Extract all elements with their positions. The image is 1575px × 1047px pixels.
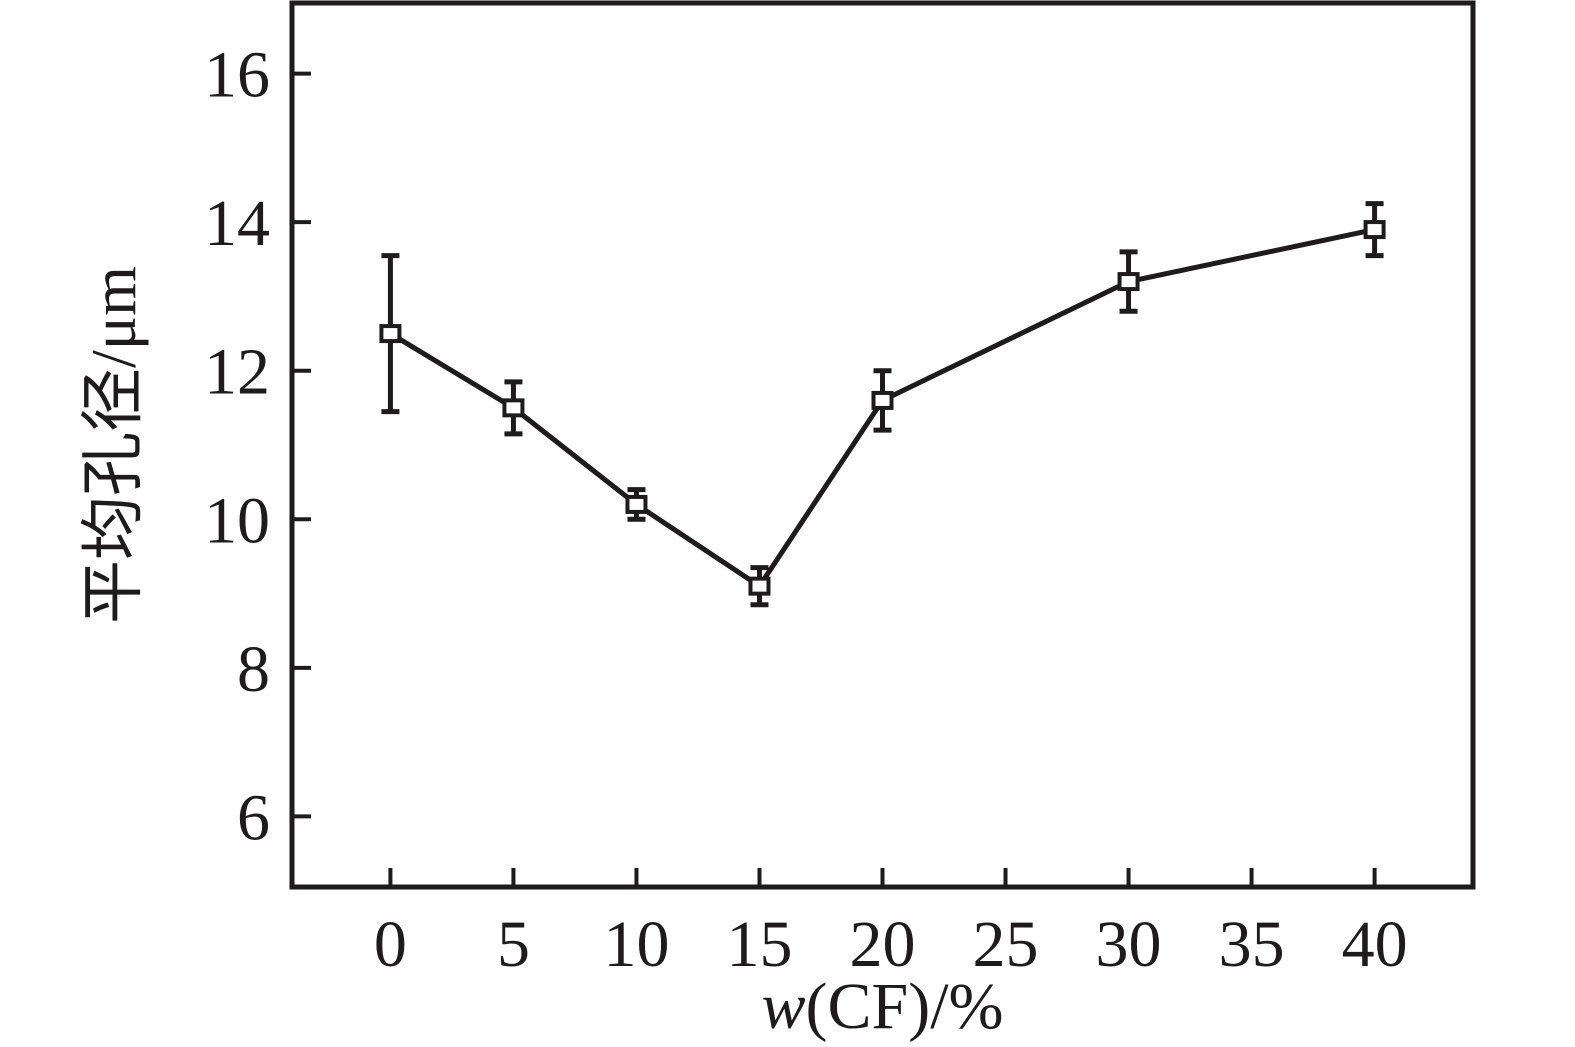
y-tick-label: 8 (237, 633, 270, 706)
x-tick-label: 15 (726, 908, 792, 981)
data-point-marker (1363, 220, 1386, 240)
x-axis-label-part: w (761, 970, 805, 1043)
x-tick-label: 35 (1219, 908, 1285, 981)
x-tick-label: 30 (1096, 908, 1162, 981)
y-tick-label: 16 (204, 39, 270, 112)
x-axis-label: w(CF)/% (761, 970, 1003, 1043)
y-axis-label: 平均孔径/μm (78, 266, 149, 624)
data-point-marker (1117, 272, 1140, 292)
data-point-marker (502, 398, 525, 418)
x-tick-label: 0 (374, 908, 407, 981)
x-tick-label: 20 (850, 908, 916, 981)
data-point-marker (748, 576, 771, 596)
data-point-marker (871, 390, 894, 410)
x-axis-label-part: (CF)/% (806, 970, 1004, 1043)
x-tick-label: 25 (973, 908, 1039, 981)
data-point-marker (625, 494, 648, 514)
y-tick-label: 14 (204, 187, 270, 260)
data-point-marker (379, 324, 402, 344)
y-tick-label: 12 (204, 336, 270, 409)
x-tick-label: 10 (603, 908, 669, 981)
y-tick-label: 10 (204, 484, 270, 557)
plot-border (289, 0, 1476, 890)
y-tick-label: 6 (237, 781, 270, 854)
x-tick-label: 40 (1342, 908, 1408, 981)
x-tick-label: 5 (497, 908, 530, 981)
